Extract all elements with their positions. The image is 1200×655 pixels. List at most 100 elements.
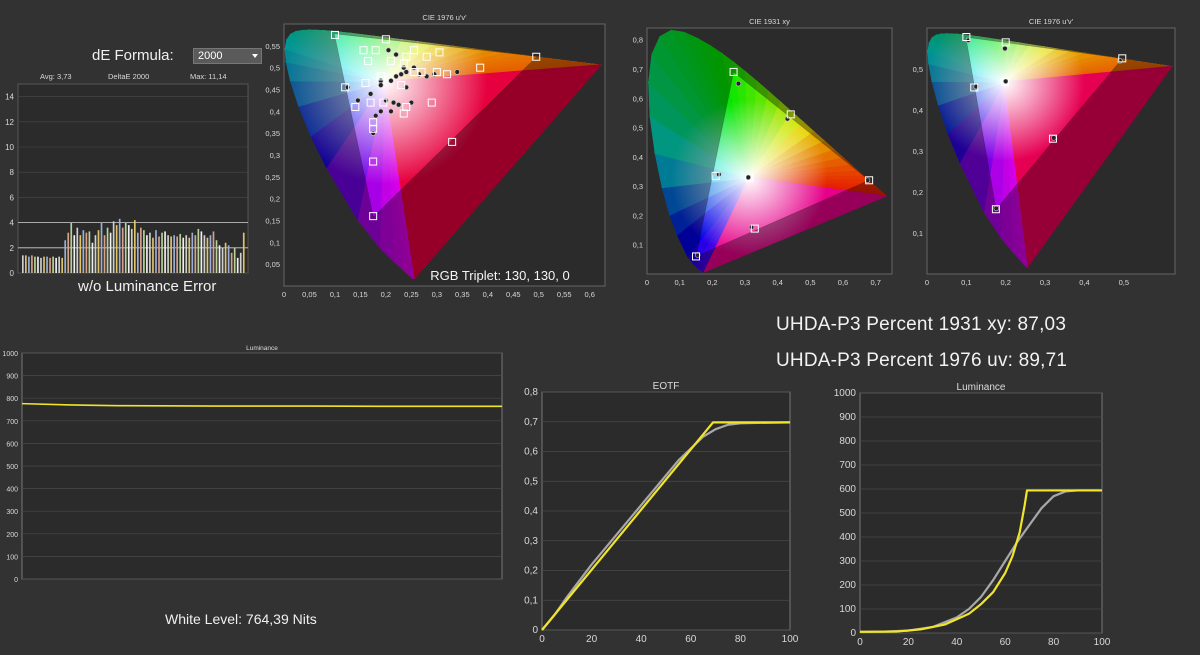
bar: [200, 231, 203, 273]
bar: [130, 228, 133, 273]
x-tick-label: 0,5: [805, 278, 815, 287]
target-square: [366, 98, 375, 107]
chevron-down-icon: [252, 54, 258, 58]
y-tick-label: 0,2: [913, 188, 923, 197]
y-tick-label: 0,3: [633, 182, 643, 191]
target-square: [865, 176, 874, 185]
chart-title: EOTF: [653, 381, 680, 392]
bar: [203, 235, 206, 273]
x-tick-label: 0,25: [404, 290, 419, 299]
measured-point: [745, 174, 751, 181]
y-tick-label: 0,1: [633, 241, 643, 250]
measured-point: [344, 84, 351, 91]
y-tick-label: 0,55: [265, 42, 280, 51]
y-tick-label: 0,5: [633, 124, 643, 133]
measured-point: [373, 112, 379, 119]
bar: [64, 240, 67, 273]
y-tick-label: 100: [839, 604, 856, 615]
bar: [176, 236, 179, 273]
x-tick-label: 0,1: [330, 290, 340, 299]
bar: [94, 235, 97, 273]
bar: [215, 240, 218, 273]
measured-point: [401, 64, 407, 71]
rgb-triplet-label: RGB Triplet: 130, 130, 0: [430, 268, 569, 283]
bar: [167, 235, 169, 273]
x-tick-label: 100: [782, 634, 799, 645]
target-square: [361, 78, 370, 87]
uhda-xy-text: UHDA-P3 Percent 1931 xy: 87,03: [776, 314, 1067, 335]
y-tick-label: 10: [5, 143, 14, 152]
y-tick-label: 2: [10, 244, 15, 253]
bar: [28, 256, 30, 273]
bar: [82, 230, 85, 273]
de-formula-dropdown[interactable]: 2000: [193, 48, 262, 64]
y-tick-label: 300: [6, 509, 18, 516]
target-square: [745, 173, 754, 182]
x-tick-label: 0,5: [534, 290, 544, 299]
target-square: [1118, 54, 1127, 63]
y-tick-label: 0,4: [633, 153, 643, 162]
bar: [161, 232, 163, 273]
bar: [185, 235, 188, 273]
cie1976-small-chart: CIE 1976 u'v' 0 0,1 0,2 0,3 0,4 0,5 0,1 0,2 0,3 0,…: [913, 18, 1176, 287]
y-tick-label: 200: [6, 532, 18, 539]
target-square: [417, 68, 426, 77]
target-square: [397, 81, 406, 90]
cie1931-chart: CIE 1931 xy 0 0,1 0,2 0,3 0,4 0,5 0,6 0,7 0,1 0,2 0…: [633, 18, 893, 287]
x-tick-label: 0,4: [483, 290, 493, 299]
y-tick-label: 100: [6, 554, 18, 561]
bar: [197, 228, 200, 273]
bar: [143, 230, 145, 273]
bar: [37, 256, 39, 273]
y-tick-label: 0,15: [265, 217, 280, 226]
y-tick-label: 0,45: [265, 86, 280, 95]
bar: [149, 232, 151, 273]
measured-point: [393, 51, 399, 58]
y-tick-label: 500: [839, 508, 856, 519]
x-tick-label: 0,05: [302, 290, 317, 299]
y-tick-label: 0: [14, 577, 18, 584]
y-tick-label: 800: [6, 396, 18, 403]
bar: [224, 242, 227, 273]
bar: [85, 232, 88, 273]
y-tick-label: 0,7: [633, 65, 643, 74]
x-tick-label: 0,2: [1001, 278, 1011, 287]
eotf-chart: EOTF 0 0,1 0,2 0,3 0,4 0,5 0,6 0,7 0,8 0 20 40 60 80 10…: [524, 381, 799, 645]
y-tick-label: 0: [10, 269, 15, 278]
x-tick-label: 20: [903, 637, 915, 648]
x-tick-label: 0: [857, 637, 863, 648]
target-square: [692, 252, 700, 261]
bar: [49, 257, 51, 273]
y-tick-label: 0,5: [524, 476, 538, 487]
x-tick-label: 0,6: [584, 290, 594, 299]
measured-point: [864, 177, 871, 183]
measured-point: [388, 78, 394, 84]
y-tick-label: 0,2: [633, 211, 643, 220]
bar: [152, 237, 154, 273]
x-tick-label: 80: [735, 634, 747, 645]
target-square: [786, 110, 795, 119]
x-tick-label: 0,4: [772, 278, 782, 287]
measured-point: [355, 97, 361, 104]
bar: [106, 227, 109, 273]
measured-point: [367, 91, 374, 97]
y-tick-label: 900: [839, 412, 856, 423]
bar: [188, 237, 191, 273]
deltae-title: DeltaE 2000: [108, 72, 149, 81]
bar: [79, 235, 82, 273]
y-tick-label: 200: [839, 580, 856, 591]
y-tick-label: 500: [6, 464, 18, 471]
bar: [191, 232, 194, 273]
bar: [97, 230, 100, 273]
y-tick-label: 400: [839, 532, 856, 543]
target-square: [711, 171, 720, 180]
y-tick-label: 800: [839, 436, 856, 447]
bar: [233, 247, 236, 273]
gamut-triangle: [695, 71, 870, 257]
bar: [124, 222, 127, 273]
measured-point: [1003, 78, 1009, 84]
y-tick-label: 0,8: [633, 36, 643, 45]
bar: [31, 255, 33, 273]
bar: [182, 237, 185, 273]
gamut-triangle: [333, 33, 538, 218]
